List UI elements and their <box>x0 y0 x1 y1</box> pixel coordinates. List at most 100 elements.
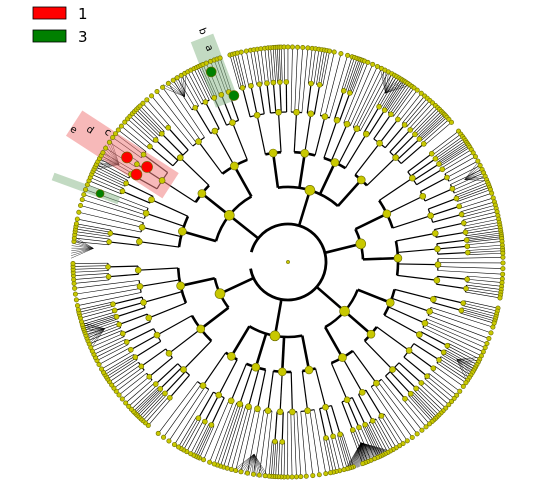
branch-line <box>465 227 501 234</box>
branch-line <box>391 86 413 116</box>
branch-line <box>267 370 274 411</box>
branch-line <box>439 145 469 165</box>
tree-node <box>338 51 344 57</box>
branch-line <box>142 103 167 130</box>
tree-node <box>192 104 199 111</box>
tree-node <box>224 210 235 221</box>
tree-node <box>176 444 182 450</box>
tree-node <box>331 49 337 55</box>
branch-line <box>434 136 463 158</box>
tree-node <box>227 397 235 405</box>
branch-line <box>138 391 164 418</box>
branch-line <box>209 401 234 463</box>
branch-line <box>157 381 198 434</box>
tree-node <box>236 400 244 408</box>
branch-line <box>386 195 424 215</box>
branch-line <box>417 336 444 353</box>
tree-node <box>134 161 140 167</box>
branch-line <box>132 113 158 139</box>
tree-node <box>353 125 361 133</box>
tree-node <box>106 139 112 145</box>
branch-line <box>228 214 260 240</box>
legend-swatch-group-1 <box>32 6 67 20</box>
branch-line <box>382 78 402 110</box>
branch-line <box>322 51 330 86</box>
branch-line <box>241 87 251 118</box>
branch-line <box>180 276 216 288</box>
branch-line <box>346 64 373 125</box>
branch-line <box>328 437 337 472</box>
branch-line <box>111 364 141 386</box>
legend: 1 3 <box>32 5 88 46</box>
tree-node <box>70 260 76 266</box>
branch-line <box>419 115 446 140</box>
branch-line <box>411 392 436 419</box>
tree-node <box>460 220 467 226</box>
branch-line <box>435 138 465 160</box>
tree-node <box>414 431 420 437</box>
tree-node <box>162 390 168 397</box>
tree-node <box>110 301 116 307</box>
branch-line <box>135 389 162 415</box>
branch-line <box>368 109 386 136</box>
branch-line <box>331 436 341 471</box>
branch-line <box>367 423 384 456</box>
branch-line <box>448 343 480 360</box>
branch-line <box>159 367 182 390</box>
tree-node <box>262 473 268 479</box>
branch-line <box>281 411 284 442</box>
tree-node <box>276 408 284 416</box>
tree-node <box>486 336 492 342</box>
branch-line <box>435 231 466 238</box>
tree-node <box>233 468 239 474</box>
tree-node <box>323 471 329 477</box>
branch-line <box>127 118 154 143</box>
branch-line <box>466 236 502 242</box>
branch-line <box>74 237 110 243</box>
branch-line <box>366 157 397 186</box>
tree-node <box>180 366 187 373</box>
tree-node <box>123 180 129 187</box>
tree-node <box>218 91 225 98</box>
tree-node <box>463 380 469 386</box>
tree-node <box>337 431 343 438</box>
branch-line <box>467 278 503 283</box>
branch-line <box>257 49 263 84</box>
branch-line <box>324 242 362 255</box>
tree-node <box>308 80 314 87</box>
branch-line <box>136 109 162 135</box>
branch-line <box>181 230 217 243</box>
branch-line <box>301 335 311 371</box>
branch-line <box>164 371 186 394</box>
tree-node <box>373 379 380 387</box>
branch-line <box>122 321 151 335</box>
branch-line <box>414 109 440 135</box>
branch-line <box>193 68 210 101</box>
branch-line <box>466 230 501 237</box>
branch-line <box>428 197 457 210</box>
tree-node <box>126 403 132 409</box>
branch-line <box>92 336 125 352</box>
branch-line <box>467 247 503 251</box>
branch-line <box>432 133 462 156</box>
branch-line <box>384 124 406 149</box>
branch-line <box>430 205 460 217</box>
branch-line <box>91 174 124 189</box>
tree-node <box>310 473 316 479</box>
tree-node <box>323 435 329 441</box>
branch-line <box>430 307 493 328</box>
branch-line <box>168 386 206 442</box>
branch-line <box>245 51 254 86</box>
branch-line <box>194 107 212 134</box>
tree-node <box>84 182 90 188</box>
branch-line <box>387 83 408 113</box>
branch-line <box>151 199 189 217</box>
branch-line <box>348 59 362 93</box>
branch-line <box>78 211 143 228</box>
branch-line <box>446 160 478 178</box>
branch-line <box>360 73 393 131</box>
branch-line <box>429 311 492 334</box>
branch-line <box>130 334 158 351</box>
tree-node <box>214 288 226 299</box>
branch-line <box>397 274 437 281</box>
